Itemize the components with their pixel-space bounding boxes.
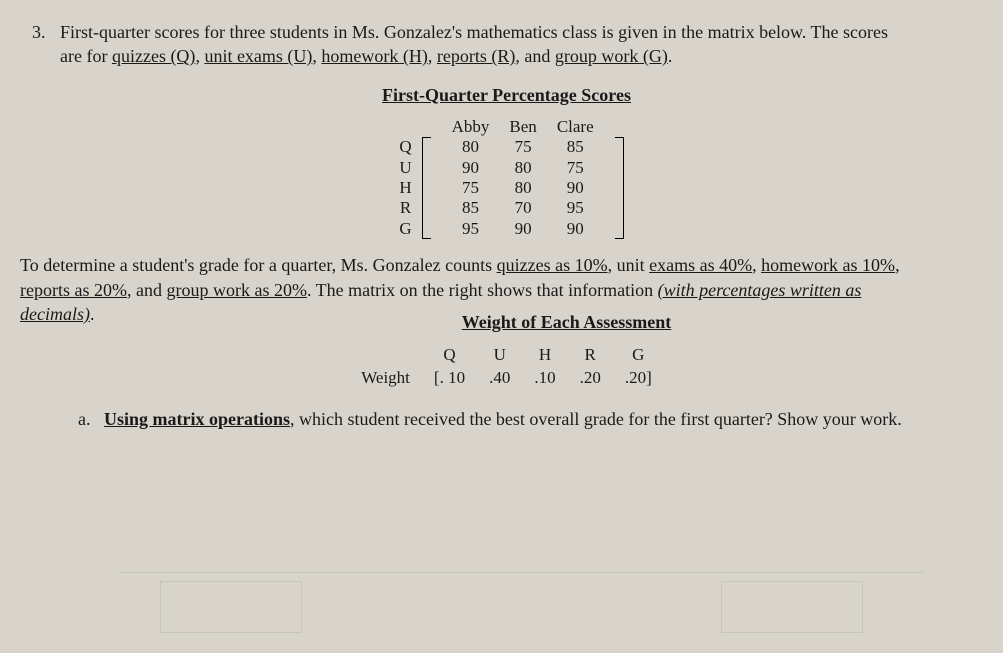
term-reports: reports (R)	[437, 46, 515, 66]
scores-table: Abby Ben Clare Q 80 75 85 U 90 80 75 H	[389, 117, 623, 239]
p2-text: To determine a student's grade for a qua…	[20, 255, 497, 275]
row-label: Q	[389, 137, 421, 157]
p2-group: group work as 20%	[166, 280, 306, 300]
w-val: .20]	[613, 367, 664, 389]
cell: 90	[547, 219, 604, 239]
cell: 70	[499, 198, 546, 218]
cell: 80	[499, 158, 546, 178]
p2-text: , and	[127, 280, 167, 300]
cell: 85	[547, 137, 604, 157]
cell: 75	[442, 178, 500, 198]
section-title-weights: Weight of Each Assessment	[180, 310, 953, 334]
row-label: H	[389, 178, 421, 198]
weight-table: Q U H R G Weight [. 10 .40 .10 .20 .20]	[349, 344, 664, 388]
p2-text: ,	[895, 255, 900, 275]
cell: 90	[499, 219, 546, 239]
col-header: Ben	[499, 117, 546, 137]
p2-quizzes: quizzes as 10%	[497, 255, 608, 275]
p2-exams: exams as 40%	[649, 255, 752, 275]
row-label: R	[389, 198, 421, 218]
prompt-line1: First-quarter scores for three students …	[60, 22, 888, 42]
cell: 80	[442, 137, 500, 157]
w-val: .20	[568, 367, 613, 389]
w-val: .40	[477, 367, 522, 389]
cell: 90	[442, 158, 500, 178]
term-unit-exams: unit exams (U)	[204, 46, 312, 66]
w-val: [. 10	[422, 367, 477, 389]
faint-show-through	[120, 572, 923, 643]
w-header: G	[613, 344, 664, 366]
term-group-work: group work (G)	[555, 46, 668, 66]
sep: ,	[428, 46, 437, 66]
row-label: U	[389, 158, 421, 178]
p2-italic2: decimals)	[20, 304, 90, 324]
scores-matrix: Abby Ben Clare Q 80 75 85 U 90 80 75 H	[60, 117, 953, 239]
p2-text: , unit	[608, 255, 650, 275]
period: .	[668, 46, 673, 66]
p2-text: ,	[752, 255, 761, 275]
cell: 95	[547, 198, 604, 218]
term-homework: homework (H)	[321, 46, 427, 66]
p2-italic1: (with percentages written as	[658, 280, 862, 300]
sub-a-underlined: Using matrix operations	[104, 409, 290, 429]
weight-label: Weight	[349, 367, 422, 389]
w-header: H	[522, 344, 567, 366]
p2-reports: reports as 20%	[20, 280, 127, 300]
w-header: Q	[422, 344, 477, 366]
sub-a-label: a.	[78, 409, 91, 429]
w-header: U	[477, 344, 522, 366]
p2-homework: homework as 10%	[761, 255, 895, 275]
col-header: Clare	[547, 117, 604, 137]
p2-text: .	[90, 304, 95, 324]
question-number: 3.	[32, 20, 46, 44]
section-title-scores: First-Quarter Percentage Scores	[60, 83, 953, 107]
w-header: R	[568, 344, 613, 366]
sep-and: , and	[515, 46, 555, 66]
term-quizzes: quizzes (Q)	[112, 46, 195, 66]
cell: 95	[442, 219, 500, 239]
row-label: G	[389, 219, 421, 239]
cell: 90	[547, 178, 604, 198]
sub-question-a: a. Using matrix operations, which studen…	[60, 407, 953, 431]
cell: 75	[547, 158, 604, 178]
col-header: Abby	[442, 117, 500, 137]
sub-a-rest: , which student received the best overal…	[290, 409, 902, 429]
cell: 75	[499, 137, 546, 157]
cell: 85	[442, 198, 500, 218]
w-val: .10	[522, 367, 567, 389]
prompt-line2-pre: are for	[60, 46, 112, 66]
p2-text: . The matrix on the right shows that inf…	[307, 280, 658, 300]
prompt-paragraph-1: First-quarter scores for three students …	[60, 20, 953, 69]
weight-matrix: Q U H R G Weight [. 10 .40 .10 .20 .20]	[60, 344, 953, 388]
cell: 80	[499, 178, 546, 198]
